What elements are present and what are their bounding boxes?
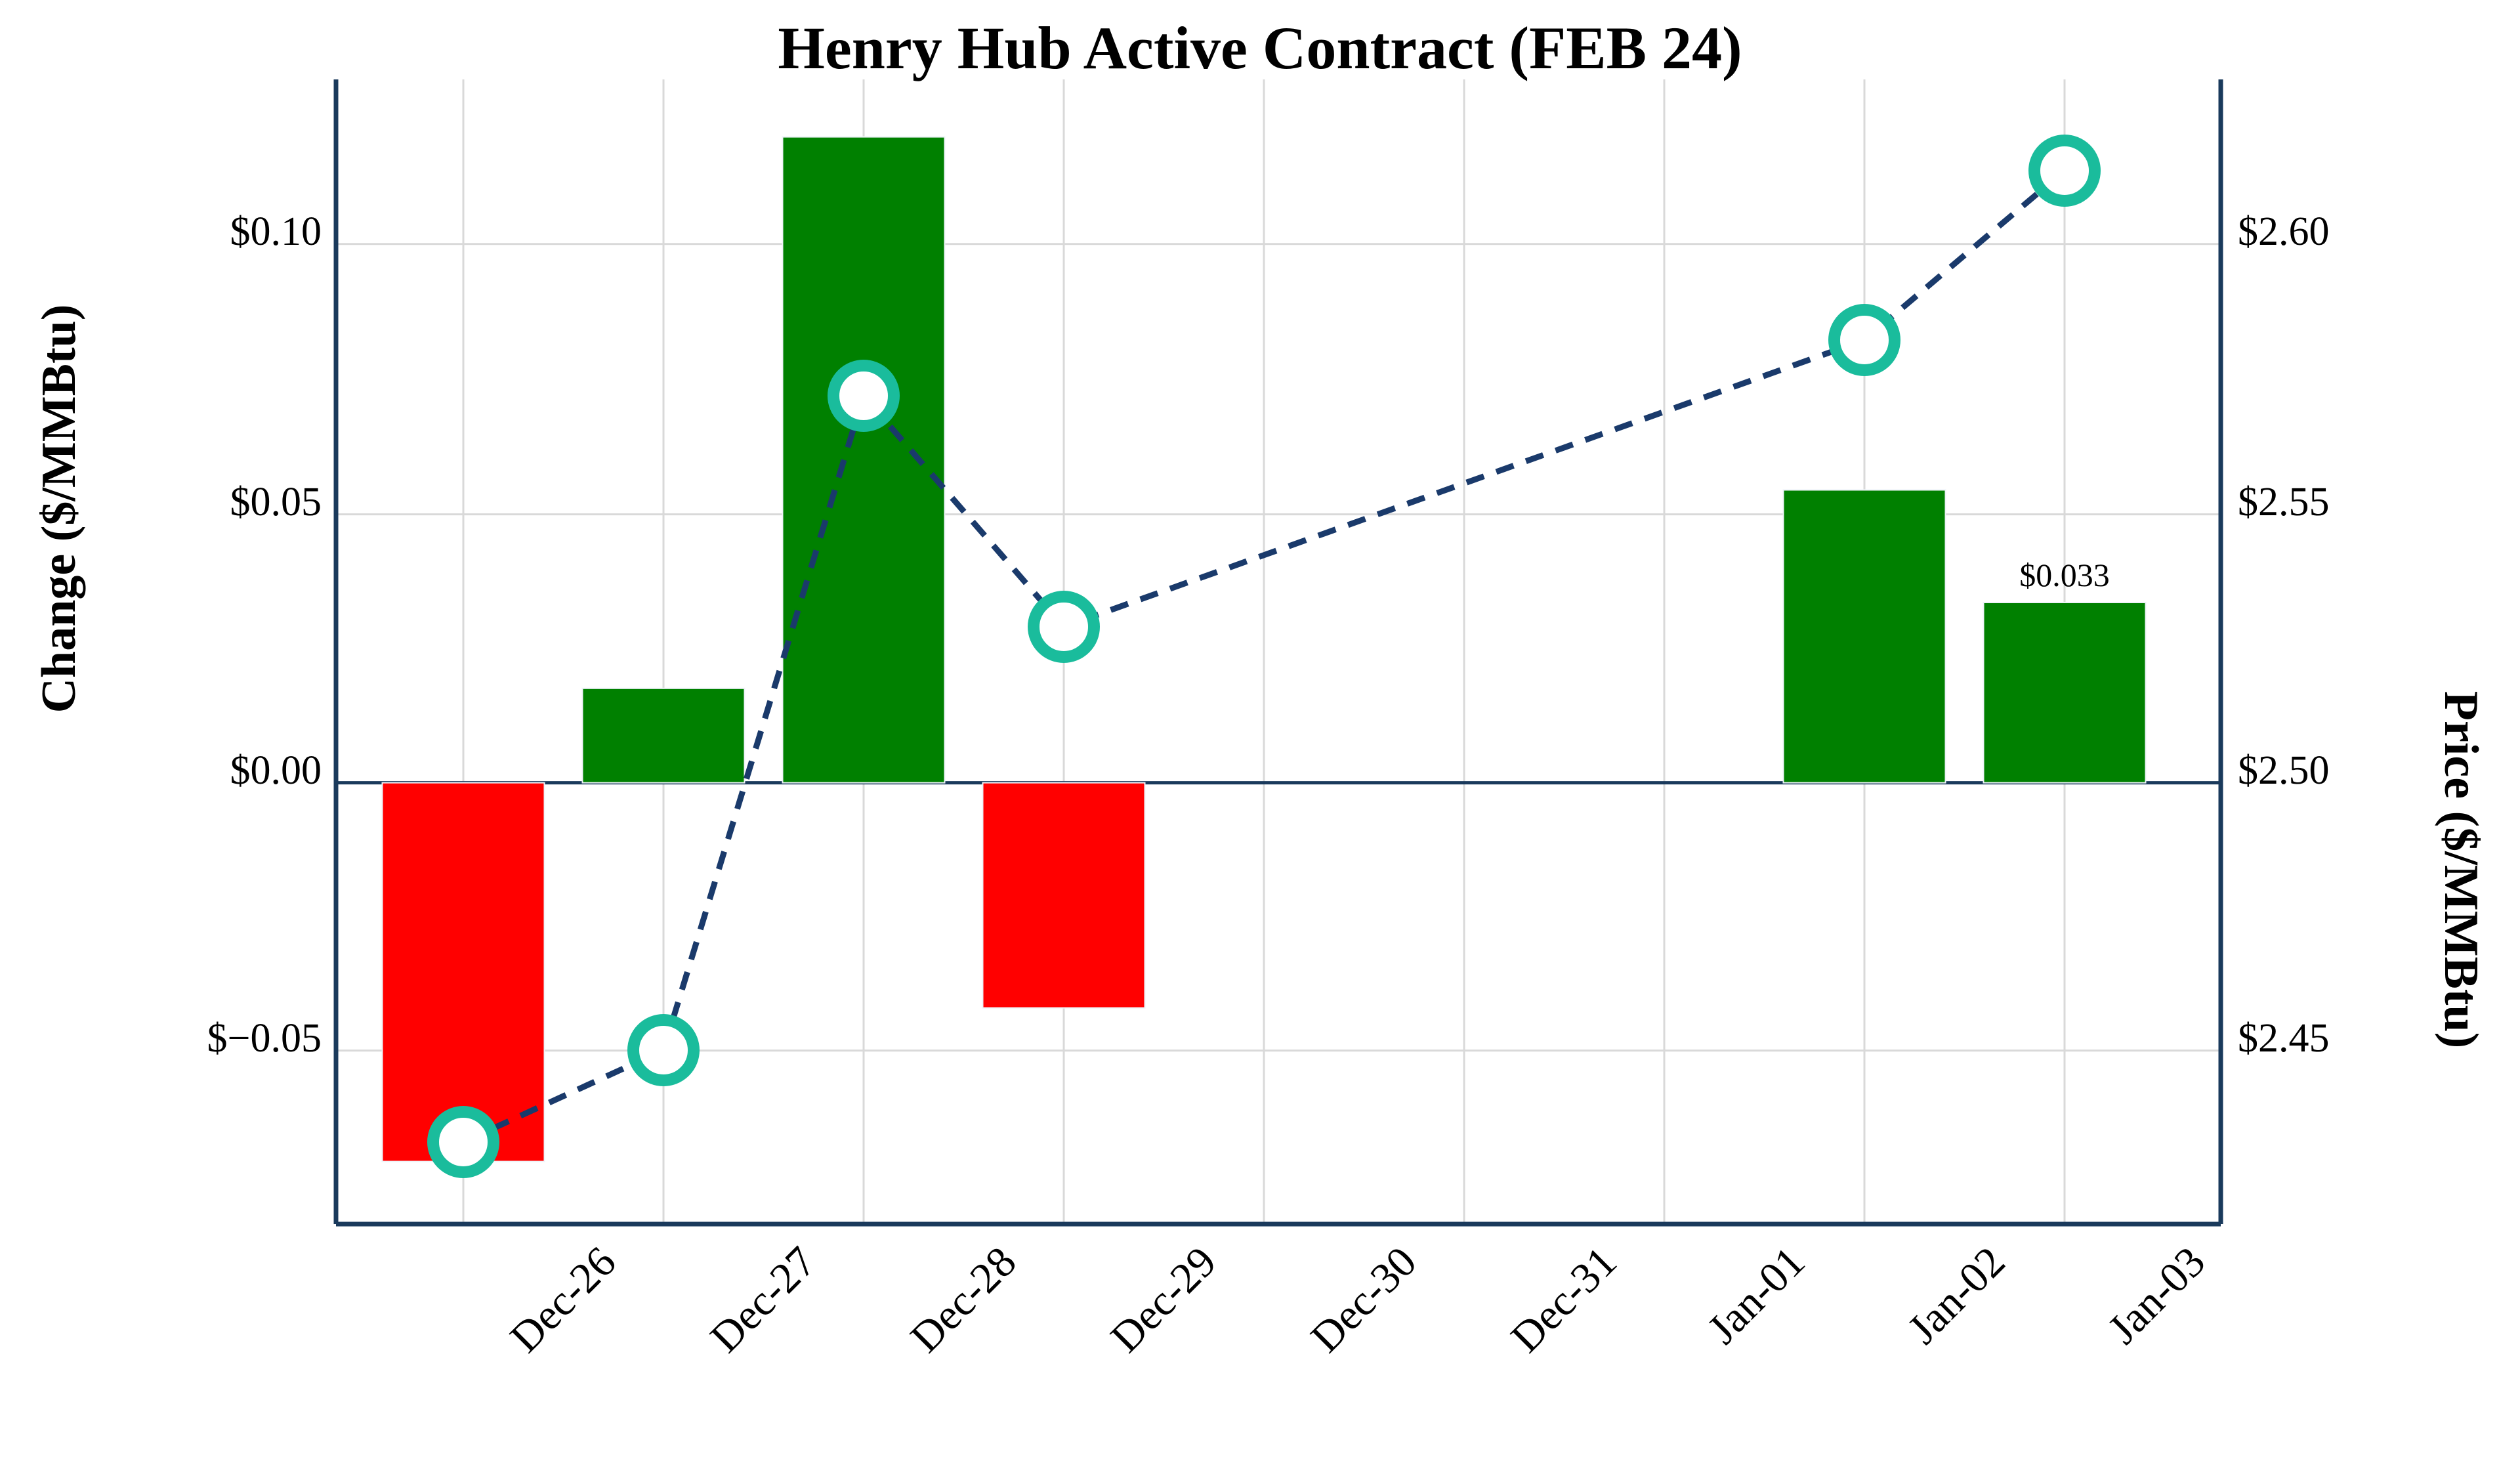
svg-text:$0.033: $0.033 bbox=[2019, 557, 2110, 593]
